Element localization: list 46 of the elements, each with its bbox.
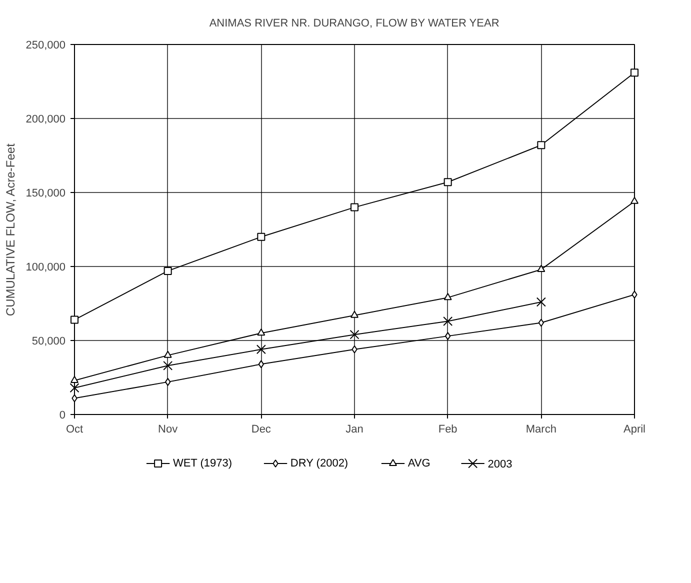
point bbox=[537, 141, 546, 150]
point bbox=[258, 360, 264, 368]
x-tick-label: Nov bbox=[158, 424, 178, 436]
point bbox=[350, 310, 358, 318]
point bbox=[443, 316, 453, 326]
x-tick-label: March bbox=[526, 424, 556, 436]
legend-label: AVG bbox=[408, 458, 430, 470]
y-tick-label: 150,000 bbox=[26, 188, 66, 200]
y-tick-label: 0 bbox=[59, 410, 66, 422]
point bbox=[352, 345, 358, 354]
legend-label: 2003 bbox=[488, 458, 512, 470]
point bbox=[630, 196, 638, 204]
x-tick-label: Jan bbox=[346, 424, 364, 436]
point bbox=[164, 266, 172, 275]
point bbox=[350, 330, 360, 340]
point bbox=[165, 378, 171, 386]
y-tick-label: 200,000 bbox=[26, 114, 66, 126]
point bbox=[632, 290, 638, 299]
x-tick-label: Oct bbox=[66, 424, 84, 436]
point bbox=[536, 297, 546, 307]
point bbox=[257, 232, 266, 241]
y-tick-label: 50,000 bbox=[32, 336, 66, 348]
point bbox=[444, 178, 452, 186]
point bbox=[70, 316, 78, 324]
point bbox=[72, 394, 78, 402]
point bbox=[164, 350, 172, 358]
point bbox=[630, 68, 638, 77]
y-tick-label: 250,000 bbox=[26, 40, 66, 52]
point bbox=[445, 332, 451, 340]
point bbox=[70, 376, 78, 383]
y-tick-label: 100,000 bbox=[26, 262, 66, 274]
chart-title: ANIMAS RIVER NR. DURANGO, FLOW BY WATER YEAR bbox=[209, 18, 500, 30]
legend-label: WET (1973) bbox=[172, 458, 232, 470]
x-tick-label: Feb bbox=[438, 424, 458, 436]
point bbox=[163, 360, 173, 370]
legend-label: DRY (2002) bbox=[290, 458, 348, 470]
point bbox=[538, 318, 544, 327]
y-axis-title: CUMULATIVE FLOW, Acre-Feet bbox=[4, 142, 18, 316]
point bbox=[257, 328, 266, 336]
point bbox=[350, 203, 358, 212]
point bbox=[70, 383, 80, 393]
x-tick-label: April bbox=[623, 424, 646, 436]
point bbox=[256, 344, 266, 354]
x-tick-label: Dec bbox=[251, 424, 272, 436]
point bbox=[444, 293, 452, 300]
point bbox=[537, 264, 546, 272]
